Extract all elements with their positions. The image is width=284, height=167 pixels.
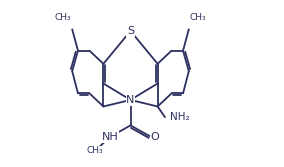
Text: S: S (127, 26, 134, 36)
Text: O: O (151, 132, 160, 142)
Text: CH₃: CH₃ (189, 13, 206, 22)
Text: N: N (126, 95, 135, 105)
Text: NH: NH (102, 132, 118, 142)
Text: NH₂: NH₂ (170, 112, 189, 122)
Text: CH₃: CH₃ (87, 146, 103, 155)
Text: CH₃: CH₃ (55, 13, 72, 22)
